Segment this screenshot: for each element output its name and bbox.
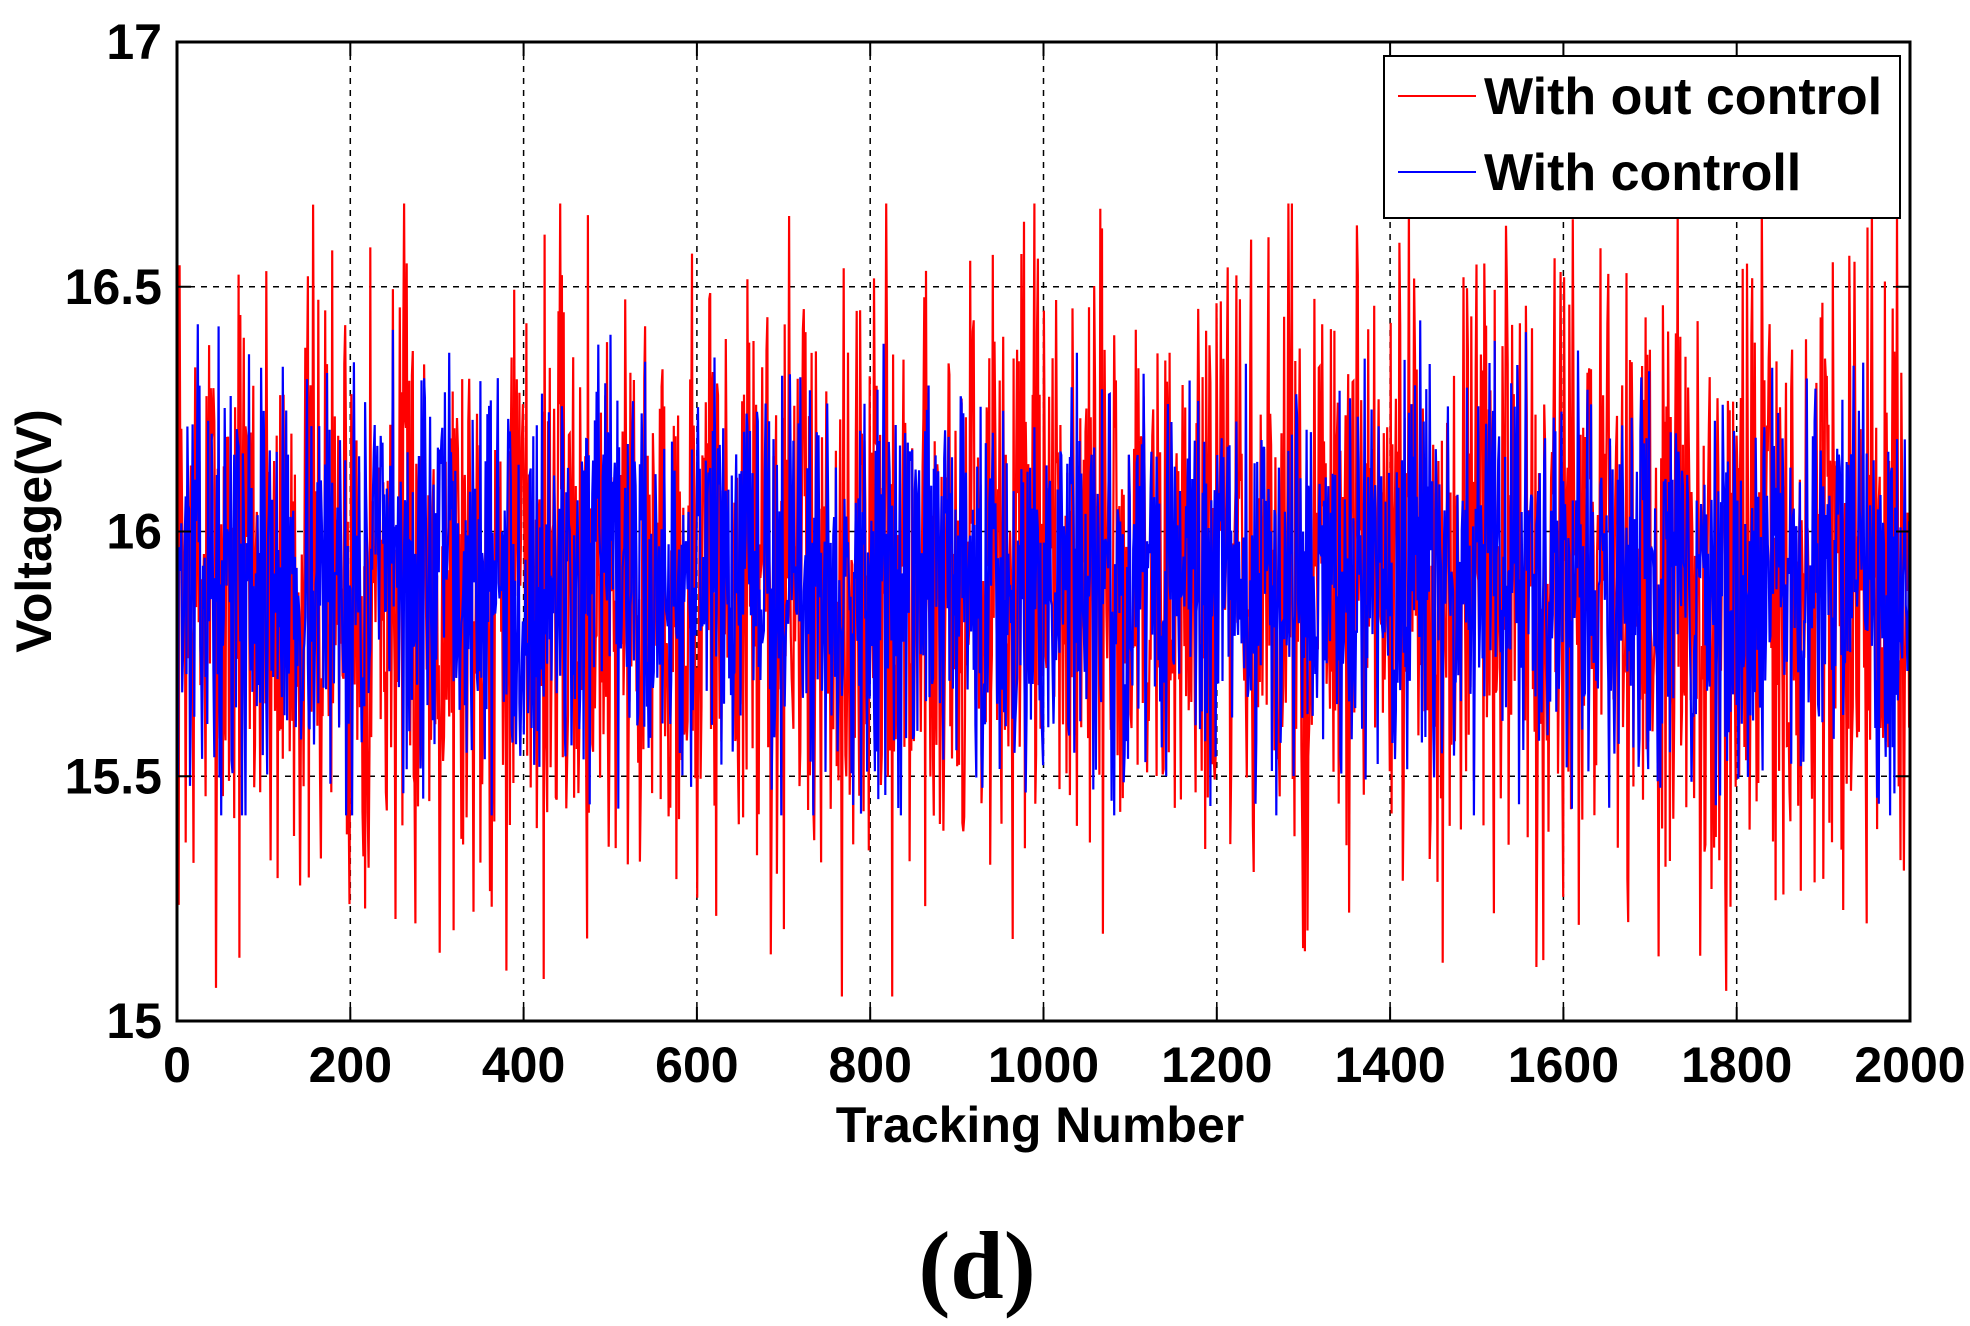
series-line-with-control bbox=[175, 320, 1912, 816]
x-tick-label: 0 bbox=[163, 1037, 191, 1093]
legend-label-with-control: With controll bbox=[1484, 144, 1801, 202]
legend-label-without-control: With out control bbox=[1484, 68, 1882, 126]
x-tick-label: 1600 bbox=[1508, 1037, 1619, 1093]
panel-label: (d) bbox=[918, 1212, 1035, 1319]
y-tick-label: 16 bbox=[106, 504, 162, 560]
x-tick-label: 800 bbox=[828, 1037, 911, 1093]
x-axis-label: Tracking Number bbox=[836, 1097, 1244, 1153]
legend: With out control With controll bbox=[1383, 55, 1901, 219]
x-tick-label: 1800 bbox=[1681, 1037, 1792, 1093]
x-tick-label: 600 bbox=[655, 1037, 738, 1093]
x-tick-label: 1200 bbox=[1161, 1037, 1272, 1093]
x-tick-label: 200 bbox=[309, 1037, 392, 1093]
x-tick-label: 2000 bbox=[1854, 1037, 1965, 1093]
x-tick-label: 1000 bbox=[988, 1037, 1099, 1093]
x-tick-labels: 0 200 400 600 800 1000 1200 1400 1600 1800 2000 bbox=[163, 1037, 1966, 1093]
axis-ticks bbox=[176, 41, 1911, 1022]
y-axis-label: Voltage(V) bbox=[6, 409, 62, 653]
series-layer bbox=[175, 203, 1912, 997]
y-tick-label: 17 bbox=[106, 14, 162, 70]
y-tick-labels: 15 15.5 16 16.5 17 bbox=[65, 14, 162, 1049]
y-tick-label: 15.5 bbox=[65, 748, 162, 804]
y-tick-label: 16.5 bbox=[65, 259, 162, 315]
legend-box bbox=[1383, 55, 1901, 219]
x-tick-label: 1400 bbox=[1334, 1037, 1445, 1093]
y-tick-label: 15 bbox=[106, 993, 162, 1049]
x-tick-label: 400 bbox=[482, 1037, 565, 1093]
